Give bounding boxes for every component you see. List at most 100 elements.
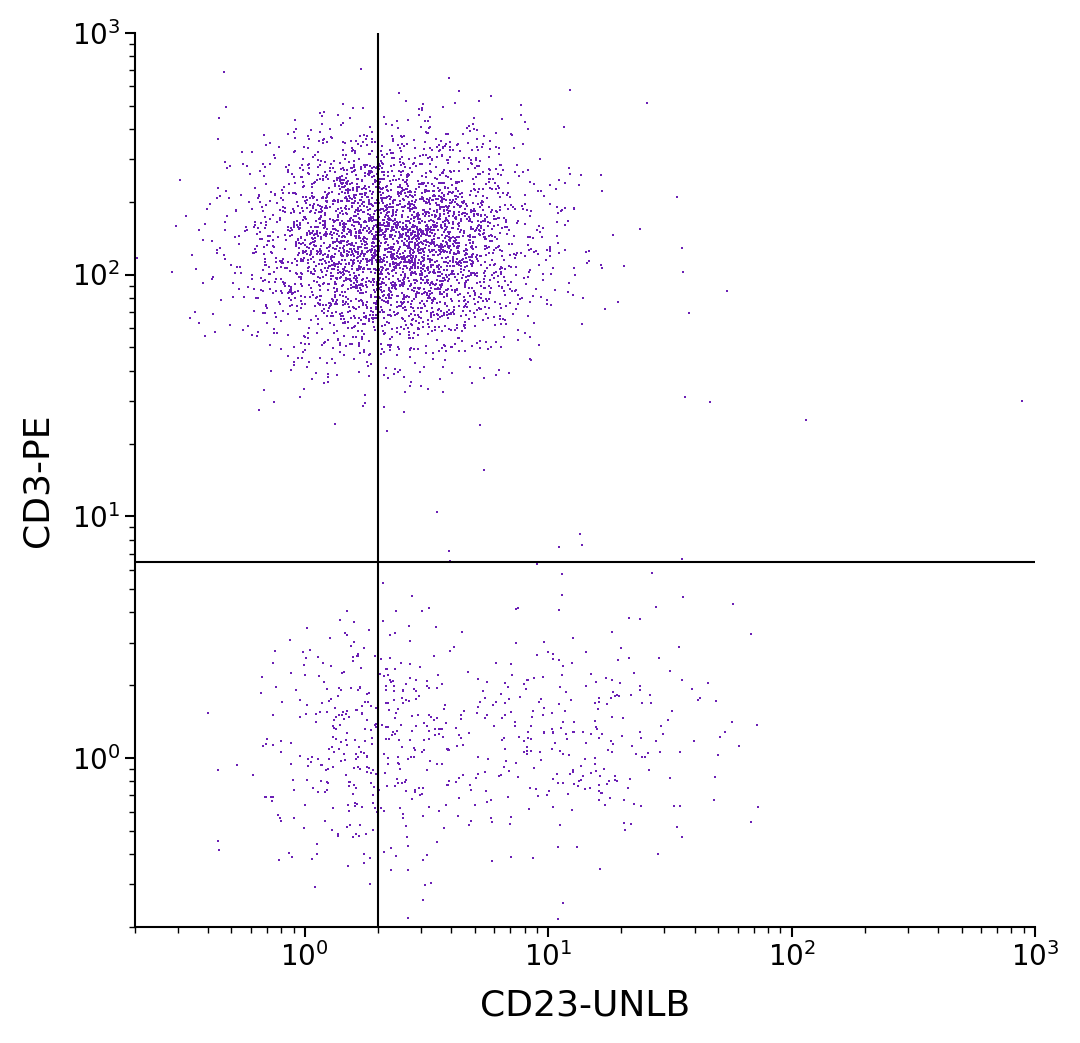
Point (421, 155, 438, 172)
Point (393, 227, 410, 244)
Point (292, 160, 309, 176)
Point (522, 208, 539, 224)
Point (395, 289, 413, 306)
Point (343, 197, 361, 214)
Point (366, 648, 383, 664)
Point (379, 307, 396, 323)
Point (529, 647, 546, 663)
Point (396, 269, 414, 286)
Point (434, 359, 451, 375)
Point (605, 226, 622, 243)
Point (321, 275, 338, 292)
Point (379, 237, 396, 253)
Point (443, 242, 460, 259)
Point (408, 692, 426, 708)
Point (307, 233, 324, 249)
Point (340, 181, 357, 198)
Point (390, 297, 407, 314)
Point (390, 188, 407, 204)
Point (258, 315, 275, 332)
Point (346, 159, 363, 175)
Point (273, 254, 291, 271)
Point (388, 224, 405, 241)
Point (346, 189, 363, 205)
Point (380, 280, 397, 296)
Point (372, 202, 389, 219)
Point (379, 287, 396, 304)
Point (642, 687, 659, 704)
Point (216, 222, 233, 239)
Point (680, 305, 698, 321)
Point (295, 162, 312, 178)
Point (274, 250, 292, 267)
Point (421, 190, 438, 207)
Point (375, 225, 392, 242)
Point (296, 249, 313, 266)
Point (334, 233, 351, 249)
Point (397, 258, 415, 274)
Point (390, 272, 407, 289)
Point (419, 220, 436, 237)
Point (403, 264, 420, 281)
Point (415, 272, 432, 289)
Point (334, 95, 351, 112)
Point (356, 178, 374, 195)
Point (333, 228, 350, 245)
Point (258, 296, 275, 313)
Point (320, 238, 337, 254)
Point (424, 183, 442, 199)
Point (372, 217, 389, 234)
Point (453, 254, 470, 271)
Point (305, 234, 322, 250)
Point (422, 257, 440, 273)
Point (383, 117, 401, 134)
Point (265, 207, 282, 223)
Point (391, 325, 408, 342)
Point (284, 285, 301, 301)
Point (480, 750, 497, 767)
Point (457, 196, 474, 213)
Point (407, 217, 424, 234)
Point (390, 775, 407, 792)
Point (421, 223, 438, 240)
Point (390, 241, 407, 258)
Point (363, 209, 380, 225)
Point (416, 192, 433, 209)
Point (389, 305, 406, 321)
Point (281, 845, 298, 862)
Point (384, 199, 402, 216)
Point (440, 249, 457, 266)
Point (450, 770, 468, 786)
Point (397, 213, 415, 229)
Point (410, 231, 428, 247)
Point (336, 162, 353, 178)
Point (349, 200, 366, 217)
Point (340, 236, 357, 252)
Point (346, 152, 363, 169)
Point (497, 261, 514, 277)
Point (282, 282, 299, 298)
Point (602, 790, 619, 806)
Point (428, 618, 445, 635)
Point (375, 283, 392, 299)
Point (308, 243, 325, 260)
Point (578, 244, 595, 261)
Point (467, 228, 484, 245)
Point (444, 184, 461, 200)
Point (364, 164, 381, 180)
Point (472, 286, 489, 302)
Point (486, 257, 503, 273)
Point (394, 250, 411, 267)
Point (413, 245, 430, 262)
Point (461, 248, 478, 265)
Point (482, 285, 499, 301)
Point (416, 181, 433, 198)
Point (450, 82, 468, 99)
Point (415, 95, 432, 112)
Point (211, 842, 228, 858)
Point (500, 185, 517, 201)
Point (474, 181, 491, 198)
Point (572, 167, 590, 184)
Point (296, 289, 313, 306)
Point (496, 675, 513, 692)
